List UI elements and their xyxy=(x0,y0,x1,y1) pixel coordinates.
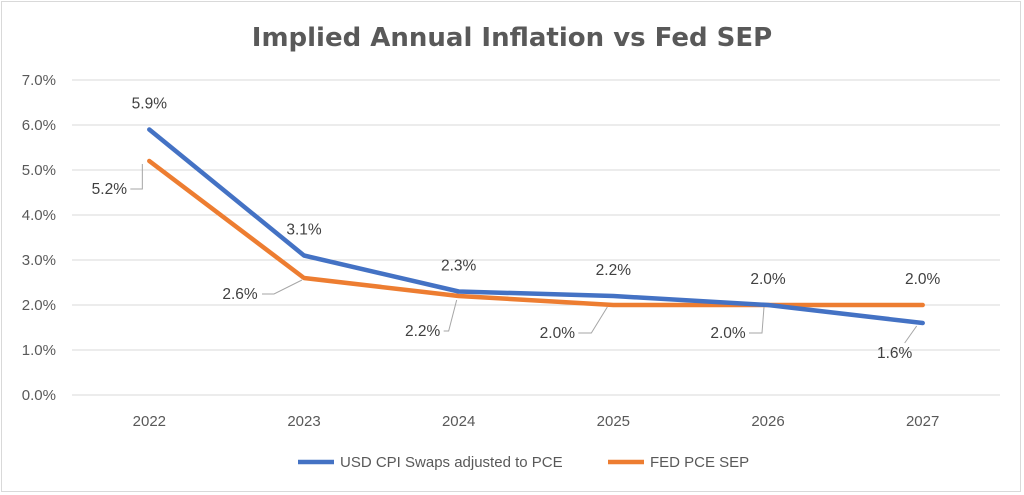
y-tick-label: 0.0% xyxy=(22,387,56,404)
data-label-fed-pce-sep: 2.6% xyxy=(222,286,258,303)
data-label-usd-cpi-swaps: 3.1% xyxy=(286,222,322,239)
gridlines xyxy=(72,79,1000,396)
data-label-fed-pce-sep: 2.2% xyxy=(405,323,441,340)
y-tick-label: 7.0% xyxy=(22,72,56,89)
data-labels: 5.9% 3.1% 2.3% 2.2% 2.0% 1.6% 5.2% 2.6% 2.2% 2.0%… xyxy=(92,96,941,363)
x-tick-label: 2022 xyxy=(133,413,166,430)
y-axis-ticks: 0.0% 1.0% 2.0% 3.0% 4.0% 5.0% 6.0% 7.0% xyxy=(22,72,56,404)
data-label-fed-pce-sep: 2.0% xyxy=(540,325,576,342)
x-axis-ticks: 2022 2023 2024 2025 2026 2027 xyxy=(133,413,940,430)
data-label-fed-pce-sep: 2.0% xyxy=(905,271,941,288)
data-label-leader xyxy=(262,279,303,295)
legend: USD CPI Swaps adjusted to PCE FED PCE SEP xyxy=(298,454,749,471)
data-label-fed-pce-sep: 2.0% xyxy=(710,325,746,342)
legend-label: USD CPI Swaps adjusted to PCE xyxy=(340,454,563,471)
data-label-usd-cpi-swaps: 2.2% xyxy=(596,262,632,279)
data-label-usd-cpi-swaps: 5.9% xyxy=(132,96,168,113)
chart-title: Implied Annual Inflation vs Fed SEP xyxy=(252,23,772,53)
y-tick-label: 4.0% xyxy=(22,207,56,224)
data-label-usd-cpi-swaps: 1.6% xyxy=(877,345,913,362)
x-tick-label: 2027 xyxy=(906,413,939,430)
series-lines xyxy=(147,127,925,326)
series-line-fed-pce-sep xyxy=(147,158,925,308)
data-label-usd-cpi-swaps: 2.3% xyxy=(441,258,477,275)
data-label-leader xyxy=(130,164,143,190)
data-label-leader xyxy=(443,299,458,332)
series-line-usd-cpi-swaps xyxy=(147,127,925,326)
data-label-leader xyxy=(578,306,608,334)
x-tick-label: 2025 xyxy=(597,413,630,430)
x-tick-label: 2023 xyxy=(287,413,320,430)
legend-label: FED PCE SEP xyxy=(650,454,749,471)
x-tick-label: 2024 xyxy=(442,413,475,430)
data-label-leader xyxy=(749,306,765,334)
y-tick-label: 2.0% xyxy=(22,297,56,314)
y-tick-label: 1.0% xyxy=(22,342,56,359)
data-label-usd-cpi-swaps: 2.0% xyxy=(750,271,786,288)
x-tick-label: 2026 xyxy=(751,413,784,430)
data-label-fed-pce-sep: 5.2% xyxy=(92,181,128,198)
y-tick-label: 6.0% xyxy=(22,117,56,134)
y-tick-label: 3.0% xyxy=(22,252,56,269)
data-label-leader xyxy=(904,325,918,344)
y-tick-label: 5.0% xyxy=(22,162,56,179)
